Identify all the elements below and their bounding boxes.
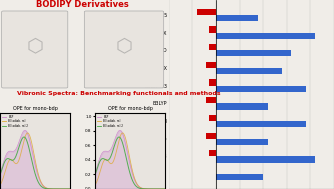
Legend: EXP, B3 adiab. rel, B3 adiab. rel 2: EXP, B3 adiab. rel, B3 adiab. rel 2 xyxy=(1,114,29,128)
Bar xyxy=(197,9,216,15)
Bar xyxy=(209,44,216,50)
Bar xyxy=(216,68,282,74)
Bar xyxy=(209,79,216,86)
Bar xyxy=(216,103,268,110)
Bar xyxy=(209,150,216,156)
FancyBboxPatch shape xyxy=(84,11,164,88)
Title: OPE for mono-bdp: OPE for mono-bdp xyxy=(13,106,58,111)
Bar xyxy=(216,33,315,39)
Bar xyxy=(206,62,216,68)
Bar xyxy=(209,26,216,33)
Bar xyxy=(209,115,216,121)
Text: Vibronic Spectra: Benchmarking functionals and methods: Vibronic Spectra: Benchmarking functiona… xyxy=(17,91,220,96)
Bar xyxy=(216,174,263,180)
Bar xyxy=(206,132,216,139)
Bar xyxy=(216,121,306,127)
Text: BODIPY Derivatives: BODIPY Derivatives xyxy=(36,0,129,9)
Bar xyxy=(216,50,292,57)
Bar xyxy=(216,139,268,145)
Bar xyxy=(206,97,216,103)
Bar xyxy=(216,156,315,163)
Text: ⬡: ⬡ xyxy=(26,36,43,55)
FancyBboxPatch shape xyxy=(2,11,68,88)
Bar xyxy=(216,15,259,21)
Text: ⬡: ⬡ xyxy=(116,36,133,55)
Title: OPE for mono-bdp: OPE for mono-bdp xyxy=(108,106,153,111)
Bar xyxy=(216,86,306,92)
Legend: EXP, B3 adiab. rel, B3 adiab. rel 2: EXP, B3 adiab. rel, B3 adiab. rel 2 xyxy=(97,114,124,128)
